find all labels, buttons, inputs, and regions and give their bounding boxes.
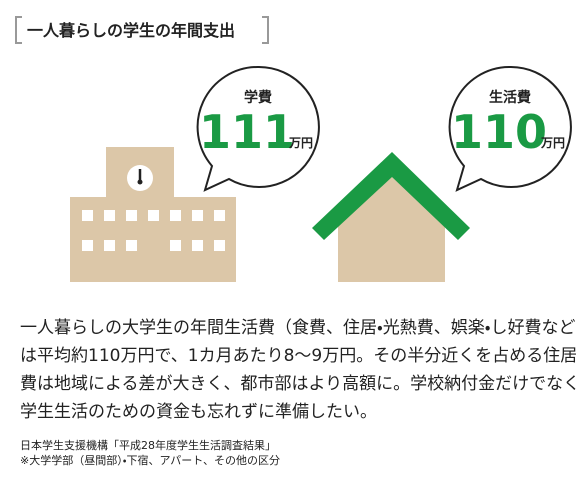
body-line: 費は地域による差が大きく、都市部はより高額に。学校納付金だけでなく	[20, 374, 576, 394]
school-icon	[70, 147, 236, 282]
title: 一人暮らしの学生の年間支出	[27, 21, 235, 40]
source-line: ※大学学部（昼間部）・下宿、アパート、その他の区分	[20, 453, 280, 467]
speech-bubble	[448, 65, 572, 192]
bubble-value: 111	[199, 105, 295, 159]
body-line: 一人暮らしの大学生の年間生活費（食費、住居・光熱費、娯楽・し好費など	[20, 318, 576, 338]
bracket-right	[262, 16, 269, 44]
house-icon	[312, 152, 470, 282]
bubble-label: 学費	[244, 89, 272, 106]
bubble-unit: 万円	[288, 136, 313, 150]
body-line: は平均約110万円で、1カ月あたり8〜9万円。その半分近くを占める住居	[20, 346, 576, 366]
speech-bubble	[196, 65, 320, 192]
source-line: 日本学生支援機構「平成28年度学生生活調査結果」	[20, 438, 276, 452]
body-line: 学生生活のための資金も忘れずに準備したい。	[20, 402, 377, 422]
bubble-label: 生活費	[489, 89, 531, 106]
bubble-value: 110	[451, 105, 547, 159]
bracket-left	[15, 16, 22, 44]
bubble-unit: 万円	[540, 136, 565, 150]
